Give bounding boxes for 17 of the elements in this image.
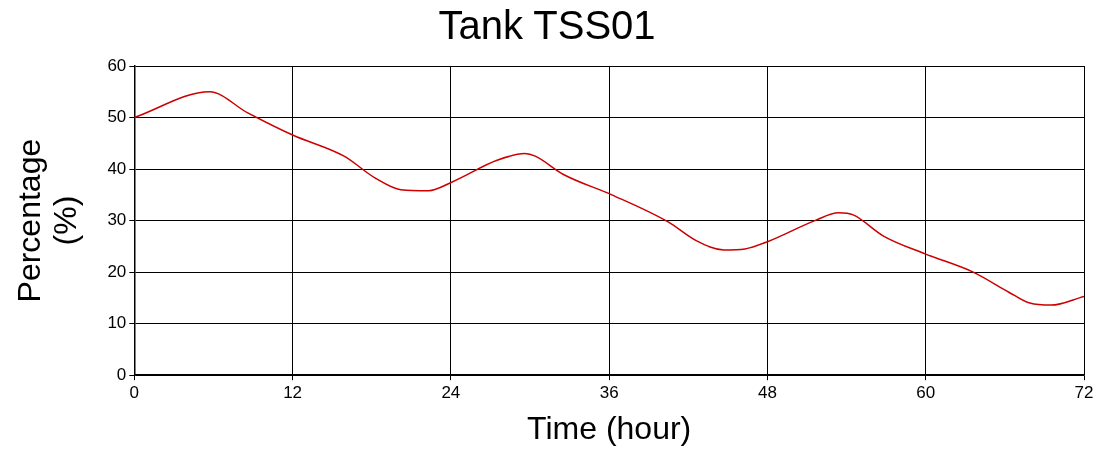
y-tick-label: 40 xyxy=(107,158,127,178)
x-tick-label: 0 xyxy=(129,383,140,403)
x-tick-label: 24 xyxy=(441,383,461,403)
x-tick-label: 36 xyxy=(599,383,619,403)
x-axis-title: Time (hour) xyxy=(527,409,692,446)
y-tick-label: 30 xyxy=(107,210,127,230)
y-tick-label: 50 xyxy=(107,107,127,127)
x-tick-label: 48 xyxy=(757,383,777,403)
x-tick-label: 60 xyxy=(916,383,936,403)
y-tick-label: 60 xyxy=(107,55,127,75)
y-tick-label: 10 xyxy=(107,313,127,333)
y-axis-title: Percentage (%) xyxy=(11,138,83,303)
y-tick-label: 20 xyxy=(107,261,127,281)
chart-title: Tank TSS01 xyxy=(438,3,656,48)
x-tick-label: 12 xyxy=(283,383,303,403)
y-tick-label: 0 xyxy=(116,364,127,384)
x-tick-label: 72 xyxy=(1074,383,1094,403)
